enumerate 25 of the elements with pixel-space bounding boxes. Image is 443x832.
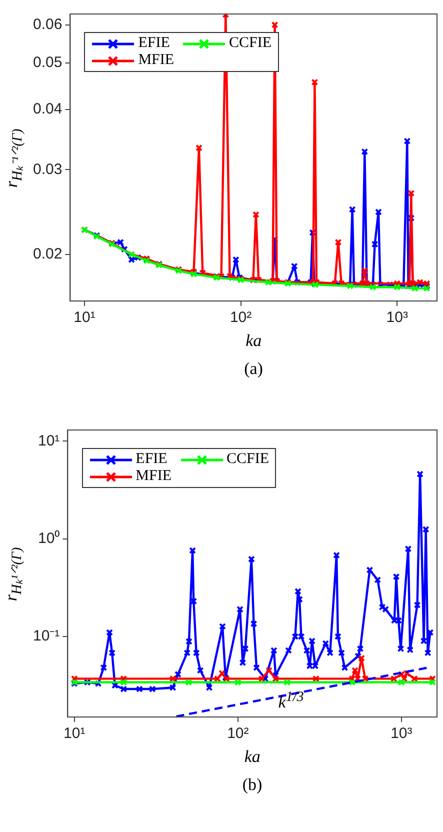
x-tick-label: 10¹	[74, 309, 96, 326]
y-tick-label: 0.04	[32, 100, 62, 118]
y-tick-label: 0.05	[32, 54, 62, 72]
x-tick-label: 10³	[386, 309, 408, 326]
y-tick-label: 0.06	[32, 16, 62, 33]
x-axis-title: ka	[246, 331, 262, 351]
legend-label: MFIE	[136, 468, 172, 485]
y-tick-label: 10⁻¹	[32, 628, 60, 645]
text: (a)	[244, 359, 263, 379]
x-tick-label: 10¹	[64, 725, 86, 742]
y-tick-label: 0.03	[32, 160, 62, 178]
y-tick-label: 0.02	[32, 246, 62, 263]
legend-label: CCFIE	[229, 35, 272, 52]
annotation: k$^{1/3}$	[278, 689, 304, 713]
legend-label: EFIE	[138, 35, 170, 52]
legend-label: MFIE	[138, 52, 174, 69]
x-axis-title: ka	[244, 747, 260, 767]
x-tick-label: 10²	[227, 725, 249, 742]
text: (b)	[242, 775, 262, 795]
x-tick-label: 10³	[390, 725, 412, 742]
x-tick-label: 10²	[230, 309, 252, 326]
legend-label: CCFIE	[226, 451, 270, 468]
legend-label: EFIE	[136, 451, 168, 468]
y-tick-label: 10⁰	[38, 530, 60, 547]
y-tick-label: 10¹	[38, 432, 60, 450]
